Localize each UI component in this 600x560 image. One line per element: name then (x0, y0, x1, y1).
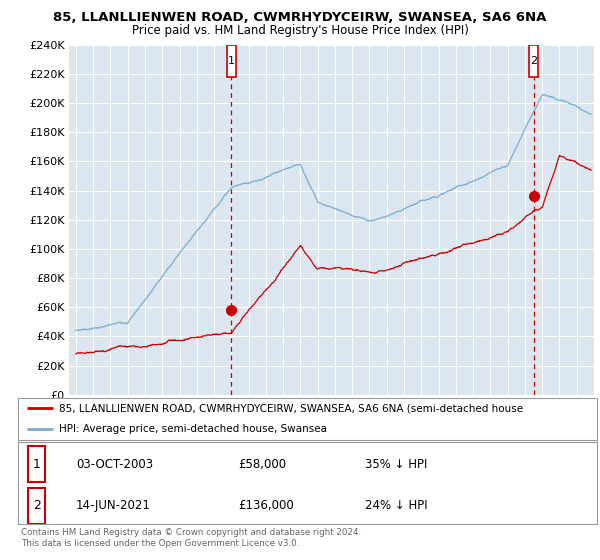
Text: HPI: Average price, semi-detached house, Swansea: HPI: Average price, semi-detached house,… (59, 424, 326, 434)
Text: Contains HM Land Registry data © Crown copyright and database right 2024.
This d: Contains HM Land Registry data © Crown c… (21, 528, 361, 548)
FancyBboxPatch shape (28, 488, 46, 524)
Text: 03-OCT-2003: 03-OCT-2003 (76, 458, 153, 471)
FancyBboxPatch shape (529, 45, 538, 77)
Text: 85, LLANLLIENWEN ROAD, CWMRHYDYCEIRW, SWANSEA, SA6 6NA: 85, LLANLLIENWEN ROAD, CWMRHYDYCEIRW, SW… (53, 11, 547, 24)
FancyBboxPatch shape (28, 446, 46, 482)
Text: 35% ↓ HPI: 35% ↓ HPI (365, 458, 428, 471)
Text: £136,000: £136,000 (238, 499, 294, 512)
Text: 14-JUN-2021: 14-JUN-2021 (76, 499, 151, 512)
Text: 1: 1 (228, 56, 235, 66)
Text: 85, LLANLLIENWEN ROAD, CWMRHYDYCEIRW, SWANSEA, SA6 6NA (semi-detached house: 85, LLANLLIENWEN ROAD, CWMRHYDYCEIRW, SW… (59, 403, 523, 413)
Text: 2: 2 (33, 499, 41, 512)
Text: 1: 1 (33, 458, 41, 471)
Text: Price paid vs. HM Land Registry's House Price Index (HPI): Price paid vs. HM Land Registry's House … (131, 24, 469, 36)
FancyBboxPatch shape (227, 45, 236, 77)
Text: 24% ↓ HPI: 24% ↓ HPI (365, 499, 428, 512)
Text: 2: 2 (530, 56, 537, 66)
Text: £58,000: £58,000 (238, 458, 286, 471)
